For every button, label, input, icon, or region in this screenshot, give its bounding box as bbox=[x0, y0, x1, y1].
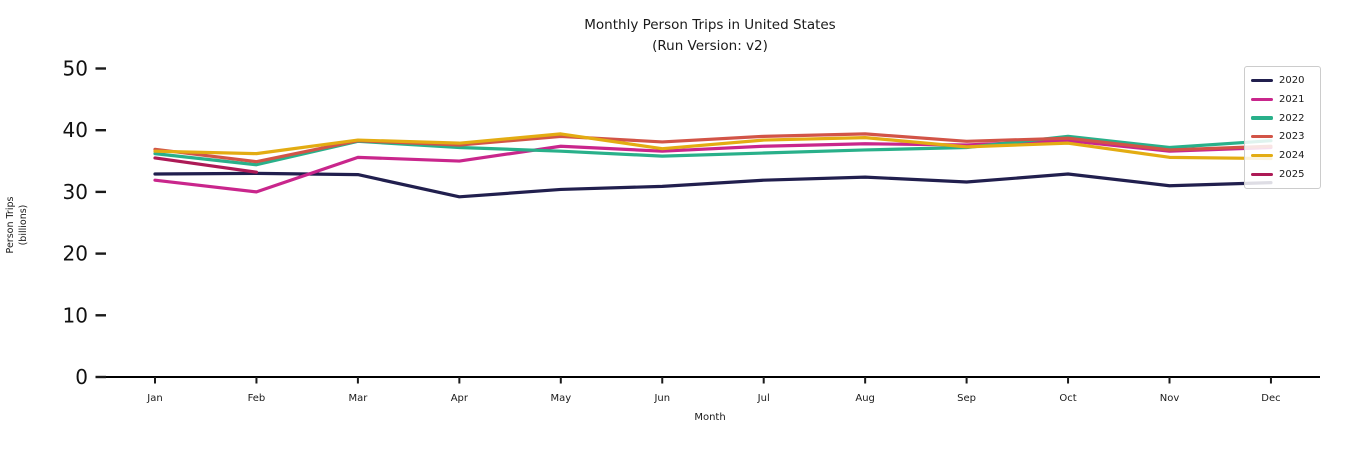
legend-item-2020: 2020 bbox=[1251, 75, 1314, 86]
legend-item-2023: 2023 bbox=[1251, 131, 1314, 142]
x-tick-label: Jul bbox=[757, 393, 770, 404]
x-tick-label: Feb bbox=[248, 393, 266, 404]
legend-label: 2025 bbox=[1279, 169, 1305, 181]
legend-label: 2021 bbox=[1279, 93, 1305, 105]
y-axis-label-line2: (billions) bbox=[18, 204, 29, 246]
x-tick-label: Jan bbox=[146, 393, 162, 404]
series-line-2023 bbox=[153, 132, 1273, 164]
x-tick-label: Dec bbox=[1261, 393, 1280, 404]
series-line-2021 bbox=[153, 139, 1273, 194]
x-tick-label: Jun bbox=[653, 393, 670, 404]
legend-label: 2020 bbox=[1279, 74, 1305, 86]
y-tick-label: 20 bbox=[63, 242, 88, 266]
legend-item-2021: 2021 bbox=[1251, 94, 1314, 105]
x-tick-label: Aug bbox=[855, 393, 875, 404]
x-tick-label: Oct bbox=[1059, 393, 1076, 404]
y-tick-label: 50 bbox=[63, 57, 88, 81]
legend-item-2022: 2022 bbox=[1251, 113, 1314, 124]
legend-swatch-2022 bbox=[1251, 116, 1273, 120]
x-tick-label: Apr bbox=[451, 393, 469, 404]
x-tick-label: Mar bbox=[348, 393, 368, 404]
chart-subtitle: (Run Version: v2) bbox=[652, 38, 768, 54]
legend-item-2024: 2024 bbox=[1251, 150, 1314, 161]
chart-title: Monthly Person Trips in United States bbox=[584, 17, 836, 33]
legend-label: 2023 bbox=[1279, 131, 1305, 143]
y-tick-label: 40 bbox=[63, 118, 88, 142]
x-axis-label: Month bbox=[694, 412, 726, 423]
y-tick-label: 30 bbox=[63, 180, 88, 204]
series-line-2020 bbox=[153, 171, 1273, 199]
series-line-2025 bbox=[153, 156, 259, 174]
legend-label: 2024 bbox=[1279, 150, 1305, 162]
y-axis-label-line1: Person Trips bbox=[5, 196, 16, 254]
x-tick-label: Nov bbox=[1160, 393, 1180, 404]
legend-label: 2022 bbox=[1279, 112, 1305, 124]
legend-swatch-2023 bbox=[1251, 135, 1273, 139]
series-line-2024 bbox=[153, 132, 1273, 161]
x-tick-label: May bbox=[550, 393, 571, 404]
legend: 2020 2021 2022 2023 2024 2025 bbox=[1244, 66, 1321, 189]
legend-swatch-2021 bbox=[1251, 97, 1273, 101]
y-tick-label: 0 bbox=[75, 365, 88, 389]
x-tick-label: Sep bbox=[957, 393, 976, 404]
legend-swatch-2020 bbox=[1251, 78, 1273, 82]
y-tick-label: 10 bbox=[63, 303, 88, 327]
legend-item-2025: 2025 bbox=[1251, 169, 1314, 180]
chart-title-block: Monthly Person Trips in United States (R… bbox=[100, 15, 1320, 57]
legend-swatch-2024 bbox=[1251, 154, 1273, 158]
y-axis-label: Person Trips (billions) bbox=[4, 130, 30, 320]
legend-swatch-2025 bbox=[1251, 172, 1273, 177]
